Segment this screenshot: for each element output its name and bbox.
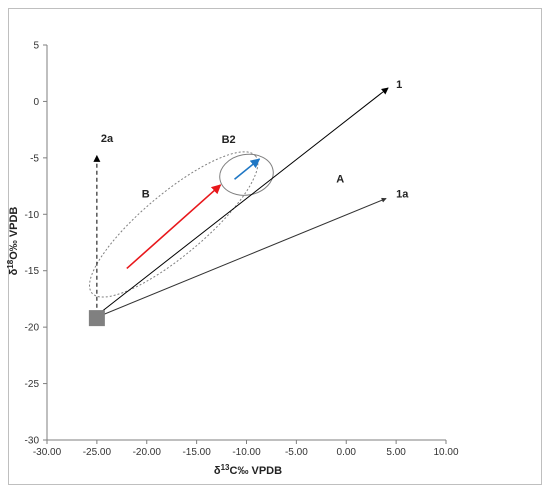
annotation-label-b: B xyxy=(142,188,150,200)
x-tick-label: -10.00 xyxy=(232,447,261,458)
x-tick-label: -25.00 xyxy=(83,447,112,458)
y-tick-label: -20 xyxy=(25,323,40,334)
x-tick-label: -5.00 xyxy=(285,447,308,458)
square-layer xyxy=(88,310,105,327)
annotation-label-a: A xyxy=(336,174,344,186)
y-tick-label: 0 xyxy=(33,97,39,108)
y-tick-label: 5 xyxy=(33,41,39,52)
annotation-label-b2: B2 xyxy=(222,134,236,146)
ellipse-b xyxy=(89,151,259,298)
annotation-label-1a: 1a xyxy=(396,188,409,200)
y-tick-label: -25 xyxy=(25,379,40,390)
source-square xyxy=(88,310,105,327)
axes-layer: -30.00 -25.00 -20.00 -15.00 -10.00 -5.00 0.00 5… xyxy=(25,41,459,459)
arrow-1a xyxy=(91,197,387,320)
annotation-label-2a: 2a xyxy=(101,133,114,145)
x-tick-label: 10.00 xyxy=(433,447,458,458)
x-tick-label: 5.00 xyxy=(386,447,406,458)
ellipse-b2 xyxy=(219,153,274,196)
x-tick-label: 0.00 xyxy=(337,447,357,458)
x-tick-label: -30.00 xyxy=(33,447,62,458)
y-tick-label: -30 xyxy=(25,436,40,447)
ellipse-layer xyxy=(89,151,274,298)
arrow-1 xyxy=(91,87,389,320)
x-tick-label: -20.00 xyxy=(133,447,162,458)
arrow-red xyxy=(126,184,222,270)
x-axis-title: δ13C‰ VPDB xyxy=(214,463,282,477)
annotation-layer: 1 1a 2a B B2 A xyxy=(101,79,409,200)
y-tick-label: -10 xyxy=(25,210,40,221)
y-tick-label: -15 xyxy=(25,266,40,277)
annotation-label-1: 1 xyxy=(396,79,402,91)
y-tick-label: -5 xyxy=(30,153,39,164)
arrow-layer xyxy=(91,87,389,320)
x-tick-label: -15.00 xyxy=(182,447,211,458)
arrow-blue xyxy=(234,158,261,180)
chart-frame xyxy=(8,8,542,485)
y-axis-title: δ18O‰ VPDB xyxy=(6,207,20,276)
